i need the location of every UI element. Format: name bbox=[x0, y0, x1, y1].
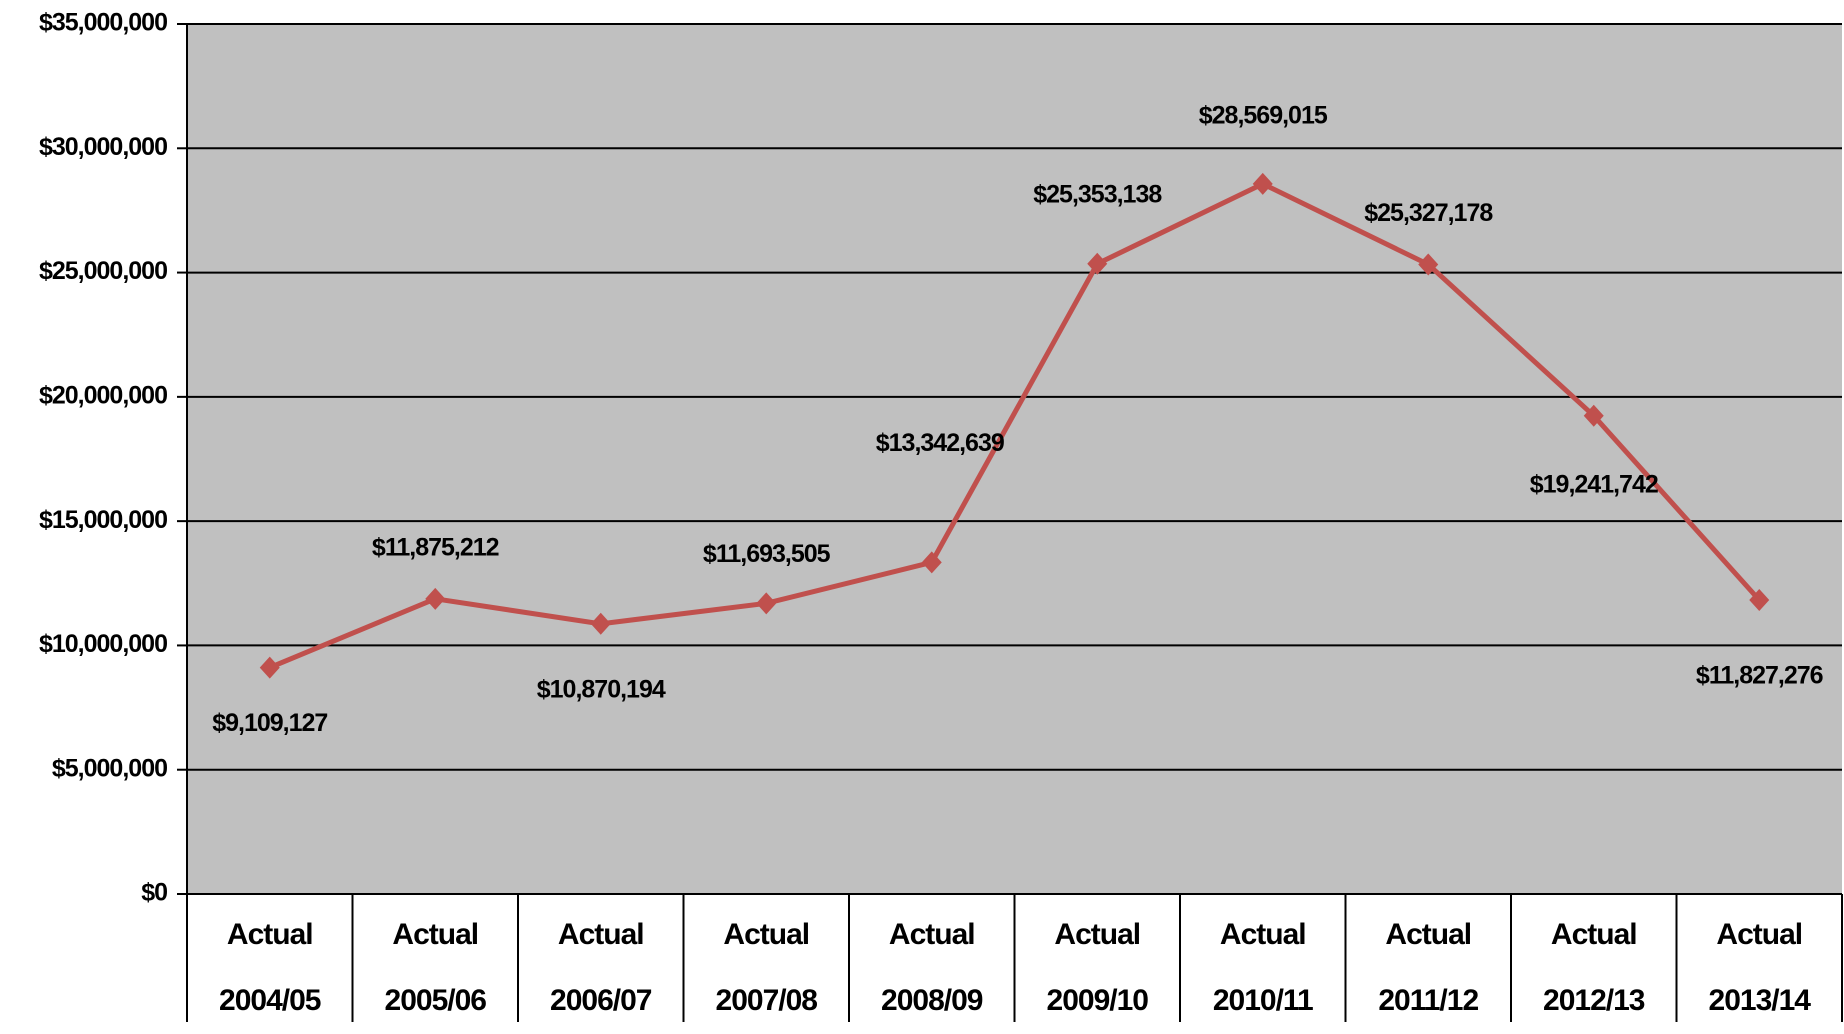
data-label: $28,569,015 bbox=[1199, 101, 1328, 129]
y-tick-label: $35,000,000 bbox=[39, 9, 167, 37]
y-tick-label: $5,000,000 bbox=[52, 754, 167, 782]
marker bbox=[921, 551, 942, 574]
data-label: $19,241,742 bbox=[1530, 470, 1658, 498]
y-tick-label: $15,000,000 bbox=[39, 506, 167, 534]
data-label: $25,327,178 bbox=[1364, 199, 1493, 227]
x-tick-label: Actual 2008/09 bbox=[881, 918, 983, 1017]
marker bbox=[756, 592, 777, 615]
x-tick-label: Actual 2005/06 bbox=[384, 918, 487, 1017]
data-label: $11,693,505 bbox=[703, 540, 831, 568]
x-tick-label: Actual 2013/14 bbox=[1708, 918, 1811, 1017]
line bbox=[268, 181, 1762, 670]
y-tick-label: $0 bbox=[141, 879, 167, 907]
marker bbox=[259, 656, 280, 679]
marker bbox=[1583, 404, 1604, 427]
marker bbox=[1252, 172, 1273, 195]
data-label: $9,109,127 bbox=[212, 709, 327, 737]
marker bbox=[425, 587, 446, 610]
data-label: $13,342,639 bbox=[876, 429, 1004, 457]
y-tick-label: $30,000,000 bbox=[39, 133, 167, 161]
x-tick-label: Actual 2009/10 bbox=[1046, 918, 1149, 1017]
y-tick-label: $20,000,000 bbox=[39, 381, 167, 409]
plot-area bbox=[187, 24, 1842, 894]
y-tick-label: $10,000,000 bbox=[39, 630, 167, 658]
marker bbox=[1087, 252, 1108, 275]
x-tick-label: Actual 2004/05 bbox=[219, 918, 321, 1017]
marker bbox=[1418, 253, 1439, 276]
x-tick-label: Actual 2012/13 bbox=[1543, 918, 1645, 1017]
x-tick-label: Actual 2010/11 bbox=[1212, 918, 1314, 1017]
data-label: $11,875,212 bbox=[372, 533, 499, 561]
marker bbox=[590, 612, 611, 635]
data-label: $11,827,276 bbox=[1696, 662, 1823, 690]
x-tick-label: Actual 2007/08 bbox=[715, 918, 818, 1017]
x-tick-label: Actual 2006/07 bbox=[550, 918, 652, 1017]
x-tick-label: Actual 2011/12 bbox=[1378, 918, 1479, 1017]
data-label: $10,870,194 bbox=[537, 675, 666, 703]
marker bbox=[1749, 589, 1770, 612]
y-tick-label: $25,000,000 bbox=[39, 257, 167, 285]
data-label: $25,353,138 bbox=[1033, 180, 1162, 208]
